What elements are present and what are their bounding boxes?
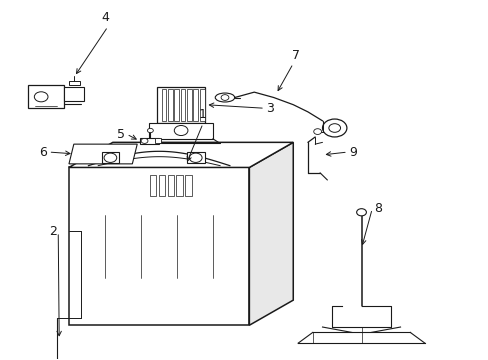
Bar: [185, 175, 191, 196]
Bar: [150, 175, 156, 196]
Circle shape: [104, 153, 117, 162]
Text: 1: 1: [199, 108, 206, 121]
Circle shape: [34, 92, 48, 102]
Circle shape: [174, 126, 187, 135]
Text: 8: 8: [373, 202, 381, 215]
Text: 2: 2: [49, 225, 57, 238]
Bar: [161, 89, 166, 121]
Bar: [159, 175, 165, 196]
Circle shape: [313, 129, 321, 134]
Circle shape: [356, 209, 366, 216]
Polygon shape: [69, 142, 293, 167]
Bar: [167, 175, 174, 196]
Circle shape: [328, 124, 340, 132]
Bar: [186, 89, 191, 121]
Circle shape: [141, 138, 148, 143]
Circle shape: [322, 119, 346, 137]
Circle shape: [147, 129, 153, 133]
Text: 9: 9: [348, 145, 356, 158]
Text: 7: 7: [291, 49, 299, 62]
Text: 6: 6: [39, 145, 47, 158]
Circle shape: [189, 153, 202, 162]
Bar: [167, 89, 172, 121]
Bar: [149, 123, 212, 139]
Ellipse shape: [215, 93, 234, 102]
Bar: [155, 138, 161, 143]
Bar: [180, 89, 185, 121]
Bar: [69, 167, 249, 325]
Circle shape: [221, 95, 228, 100]
Bar: [193, 89, 198, 121]
Text: 4: 4: [102, 11, 109, 24]
Bar: [140, 138, 159, 144]
Bar: [199, 89, 204, 121]
Bar: [186, 152, 204, 163]
Bar: [176, 175, 183, 196]
Bar: [64, 87, 83, 101]
Bar: [69, 81, 80, 85]
Bar: [27, 85, 64, 108]
Bar: [102, 152, 119, 163]
Polygon shape: [69, 144, 137, 164]
Polygon shape: [249, 142, 293, 325]
Bar: [157, 87, 205, 123]
Text: 5: 5: [117, 127, 125, 141]
Bar: [174, 89, 179, 121]
Text: 3: 3: [266, 102, 274, 115]
